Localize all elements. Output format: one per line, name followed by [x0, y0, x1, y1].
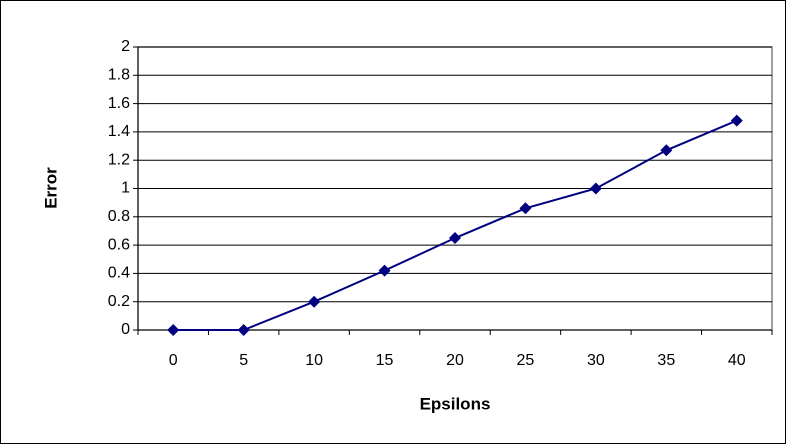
x-tick-label: 15 — [376, 352, 394, 369]
x-tick-label: 25 — [517, 352, 535, 369]
marker — [167, 324, 180, 336]
marker — [378, 264, 391, 277]
x-tick-label: 30 — [587, 352, 605, 369]
marker — [237, 324, 250, 336]
x-tick-label: 10 — [305, 352, 323, 369]
x-tick-label: 40 — [728, 352, 746, 369]
x-tick-label: 20 — [446, 352, 464, 369]
marker — [730, 114, 743, 127]
y-tick-label: 0 — [121, 321, 130, 338]
y-tick-label: 1.6 — [108, 95, 130, 112]
marker — [589, 182, 602, 195]
y-axis-title: Error — [41, 167, 60, 209]
y-tick-label: 0.8 — [108, 208, 130, 225]
marker — [449, 232, 461, 245]
y-tick-label: 0.2 — [108, 293, 130, 310]
marker — [519, 202, 532, 215]
x-tick-label: 5 — [239, 352, 248, 369]
marker — [660, 144, 673, 157]
y-tick-label: 1.4 — [108, 123, 130, 140]
x-axis-title: Epsilons — [420, 394, 491, 413]
y-tick-label: 2 — [121, 38, 130, 55]
y-tick-label: 0.4 — [108, 265, 130, 282]
y-tick-label: 1.8 — [108, 67, 130, 84]
y-tick-label: 1.2 — [108, 151, 130, 168]
y-tick-label: 1 — [121, 180, 130, 197]
x-tick-label: 35 — [657, 352, 675, 369]
marker — [308, 295, 321, 308]
x-tick-label: 0 — [169, 352, 178, 369]
y-tick-label: 0.6 — [108, 236, 130, 253]
